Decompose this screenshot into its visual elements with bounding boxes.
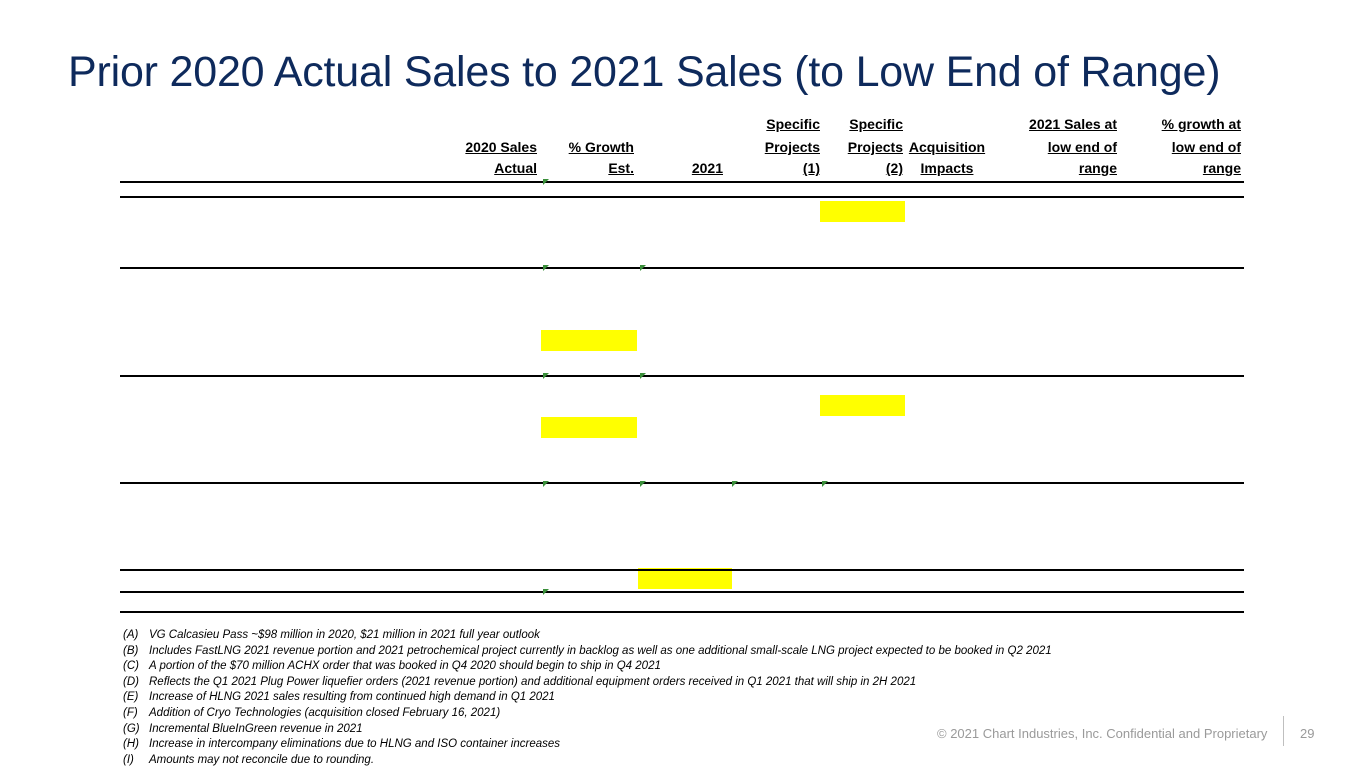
footnote-text: Amounts may not reconcile due to roundin…	[149, 753, 375, 766]
column-header: % Growth	[568, 139, 634, 155]
copyright-text: © 2021 Chart Industries, Inc. Confidenti…	[937, 726, 1268, 741]
highlight-cell	[820, 395, 905, 417]
column-header: (2)	[885, 160, 903, 176]
footer-divider	[1283, 716, 1284, 746]
footnote: (A) VG Calcasieu Pass ~$98 million in 202…	[123, 628, 1052, 644]
comment-marker-icon	[543, 179, 549, 185]
comment-marker-icon	[822, 481, 828, 488]
footnote-label: (B)	[123, 644, 139, 657]
table-rule	[120, 482, 1244, 484]
footnote-label: (I)	[123, 753, 134, 766]
footnote-label: (A)	[123, 629, 139, 641]
column-header: 2021 Sales at	[1029, 116, 1117, 132]
column-header: Projects	[764, 139, 820, 155]
footnote-label: (F)	[123, 706, 138, 719]
footnote-text: Incremental BlueInGreen revenue in 2021	[149, 722, 363, 735]
column-header: 2020 Sales	[465, 139, 537, 155]
column-header: Projects	[847, 139, 903, 155]
page-number: 29	[1300, 726, 1315, 741]
page-title: Prior 2020 Actual Sales to 2021 Sales (t…	[68, 48, 1221, 96]
footnote-label: (C)	[123, 660, 139, 673]
table-rule	[120, 591, 1244, 593]
footnote-text: Increase of HLNG 2021 sales resulting fr…	[149, 691, 555, 704]
footnote: (F) Addition of Cryo Technologies (acquis…	[123, 706, 1052, 722]
footnote: (I) Amounts may not reconcile due to roun…	[123, 753, 1052, 768]
column-header: range	[1202, 160, 1241, 176]
table-rule	[120, 375, 1244, 377]
table-rule	[120, 267, 1244, 269]
column-header: % growth at	[1161, 116, 1241, 132]
column-header: Specific	[849, 116, 903, 132]
comment-marker-icon	[640, 265, 646, 272]
column-header: Specific	[766, 116, 820, 132]
footnote-label: (D)	[123, 675, 139, 688]
comment-marker-icon	[640, 481, 646, 488]
footnote-text: Reflects the Q1 2021 Plug Power liquefie…	[149, 675, 917, 688]
footnote-text: VG Calcasieu Pass ~$98 million in 2020, …	[149, 629, 540, 641]
footnote: (D) Reflects the Q1 2021 Plug Power lique…	[123, 675, 1052, 691]
comment-marker-icon	[543, 265, 549, 272]
column-header: 2021	[691, 160, 723, 176]
highlight-cell	[638, 567, 732, 589]
highlight-cell	[541, 330, 637, 352]
column-header: low end of	[1171, 139, 1241, 155]
column-header: range	[1078, 160, 1117, 176]
footnote-text: Includes FastLNG 2021 revenue portion an…	[149, 644, 1052, 657]
footnote: (B) Includes FastLNG 2021 revenue portion…	[123, 644, 1052, 660]
column-header: Impacts	[920, 160, 974, 176]
column-header: Est.	[608, 160, 634, 176]
footnote: (H) Increase in intercompany eliminations…	[123, 737, 1052, 753]
comment-marker-icon	[640, 373, 646, 380]
footnote-label: (E)	[123, 691, 139, 704]
column-header: Actual	[494, 160, 537, 176]
comment-marker-icon	[732, 481, 738, 488]
column-header: low end of	[1047, 139, 1117, 155]
footnote-label: (G)	[123, 722, 140, 735]
footnotes: (A) VG Calcasieu Pass ~$98 million in 202…	[123, 628, 1052, 768]
comment-marker-icon	[543, 373, 549, 380]
highlight-cell	[820, 200, 905, 222]
footnote: (G) Incremental BlueInGreen revenue in 20…	[123, 722, 1052, 738]
highlight-cell	[541, 416, 637, 438]
footnote-text: Increase in intercompany eliminations du…	[149, 738, 561, 751]
footnote: (E) Increase of HLNG 2021 sales resulting…	[123, 690, 1052, 706]
comment-marker-icon	[543, 589, 549, 596]
footnote-label: (H)	[123, 738, 139, 751]
table-rule	[120, 611, 1244, 613]
column-header: Acquisition	[908, 139, 986, 155]
table-rule	[120, 181, 1244, 183]
footnote: (C) A portion of the $70 million ACHX ord…	[123, 659, 1052, 675]
table-rule	[120, 196, 1244, 198]
table-rule	[120, 569, 1244, 571]
column-header: (1)	[802, 160, 820, 176]
footnote-text: Addition of Cryo Technologies (acquisiti…	[149, 706, 501, 719]
comment-marker-icon	[543, 481, 549, 488]
footnote-text: A portion of the $70 million ACHX order …	[149, 660, 661, 673]
